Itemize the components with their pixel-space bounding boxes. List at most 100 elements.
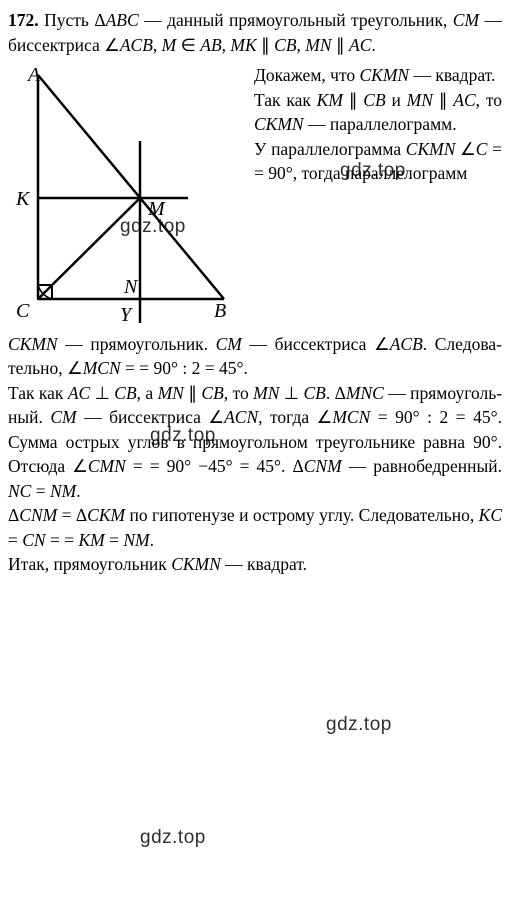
t: CKMN	[8, 334, 58, 354]
t: C	[476, 139, 488, 159]
t: = =	[46, 530, 79, 550]
paragraph-intro: 172. Пусть ΔABC — данный прямо­уголь­ный…	[8, 8, 502, 57]
label-A: A	[26, 64, 41, 86]
t: AC	[349, 35, 371, 55]
t: .	[76, 481, 80, 501]
t: MK	[230, 35, 256, 55]
t: MNC	[346, 383, 384, 403]
t: — данный прямо­уголь­ный тре­уголь­ник,	[139, 10, 453, 30]
t: KM	[317, 90, 343, 110]
t: MCN	[332, 407, 370, 427]
t: CKM	[87, 505, 125, 525]
t: CKMN	[171, 554, 221, 574]
t: Так как	[254, 90, 317, 110]
t: ,	[297, 35, 306, 55]
t: — рав­но­бед­рен­ный.	[342, 456, 502, 476]
t: ∥	[184, 383, 202, 403]
t: — квад­рат.	[221, 554, 307, 574]
t: MN	[305, 35, 331, 55]
t: CB	[201, 383, 223, 403]
t: CNM	[19, 505, 57, 525]
t: NC	[8, 481, 31, 501]
label-M: M	[147, 198, 166, 220]
t: CB	[303, 383, 325, 403]
t: CM	[50, 407, 76, 427]
t: У парал­ле­ло­грам­ма	[254, 139, 406, 159]
label-Y: Y	[120, 304, 133, 325]
t: ∥	[343, 90, 363, 110]
label-B: B	[214, 300, 226, 322]
t: = Δ	[57, 505, 87, 525]
t: CMN	[88, 456, 126, 476]
t: CB	[274, 35, 296, 55]
t: = = 90° : 2 = 45°.	[121, 358, 248, 378]
t: AB	[200, 35, 221, 55]
t: ∥	[257, 35, 275, 55]
t: Δ	[8, 505, 19, 525]
t: = = 90° −45° = 45°. Δ	[126, 456, 304, 476]
label-N: N	[123, 276, 139, 298]
label-K: K	[15, 188, 31, 210]
t: ⊥	[90, 383, 114, 403]
t: ACB	[390, 334, 423, 354]
t: CN	[22, 530, 45, 550]
t: ACN	[224, 407, 258, 427]
t: — бис­сек­триса ∠	[77, 407, 224, 427]
t: CNM	[304, 456, 342, 476]
t: ∠	[455, 139, 475, 159]
t: , то	[476, 90, 502, 110]
rp3: У парал­ле­ло­грам­ма CKMN ∠C = = 90°, т…	[254, 137, 502, 186]
t: и	[386, 90, 407, 110]
t: , то	[224, 383, 253, 403]
t: — квад­рат.	[409, 65, 495, 85]
p7: Итак, пря­мо­уголь­ник CKMN — квад­рат.	[8, 552, 502, 577]
t: M	[162, 35, 177, 55]
t: NM	[50, 481, 76, 501]
t: KM	[78, 530, 104, 550]
t: CKMN	[254, 114, 304, 134]
t: NM	[123, 530, 149, 550]
t: Так как	[8, 383, 68, 403]
geometry-figure: A K C B N M Y	[8, 63, 246, 332]
t: ⊥	[279, 383, 303, 403]
t: , тогда ∠	[258, 407, 332, 427]
right-column: Дока­жем, что CKMN — квад­рат. Так как K…	[254, 63, 502, 186]
t: CM	[453, 10, 479, 30]
rp2: Так как KM ∥ CB и MN ∥ AC, то CKMN — пар…	[254, 88, 502, 137]
figure-row: A K C B N M Y Дока­жем, что CKMN — квад­…	[8, 63, 502, 332]
t: CM	[216, 334, 242, 354]
t: — парал­ле­ло­грамм.	[304, 114, 457, 134]
label-C: C	[16, 300, 30, 322]
t: — бис­сек­триса ∠	[242, 334, 390, 354]
watermark: gdz.top	[326, 712, 392, 739]
problem-number: 172.	[8, 10, 39, 30]
t: Итак, пря­мо­уголь­ник	[8, 554, 171, 574]
t: Пусть Δ	[44, 10, 106, 30]
t: CB	[114, 383, 136, 403]
p6: ΔCNM = ΔCKM по гипо­те­нузе и ост­рому у…	[8, 503, 502, 552]
t: .	[371, 35, 375, 55]
t: KC	[479, 505, 502, 525]
t: ∈	[176, 35, 200, 55]
t: по гипо­те­нузе и ост­рому углу. Сле­до­…	[125, 505, 479, 525]
t: — пря­мо­уголь­ник.	[58, 334, 216, 354]
t: MCN	[83, 358, 121, 378]
t: MN	[407, 90, 433, 110]
watermark: gdz.top	[140, 825, 206, 852]
t: . Δ	[326, 383, 346, 403]
t: Дока­жем, что	[254, 65, 360, 85]
t: AC	[68, 383, 90, 403]
t: =	[8, 530, 22, 550]
rp1: Дока­жем, что CKMN — квад­рат.	[254, 63, 502, 88]
t: ∥	[433, 90, 453, 110]
t: , а	[137, 383, 158, 403]
t: ACB	[120, 35, 153, 55]
t: ∥	[332, 35, 350, 55]
t: AC	[453, 90, 475, 110]
t: =	[105, 530, 124, 550]
t: =	[31, 481, 50, 501]
p4: CKMN — пря­мо­уголь­ник. CM — бис­сек­тр…	[8, 332, 502, 381]
t: MN	[158, 383, 184, 403]
t: CKMN	[406, 139, 456, 159]
t: CB	[363, 90, 385, 110]
